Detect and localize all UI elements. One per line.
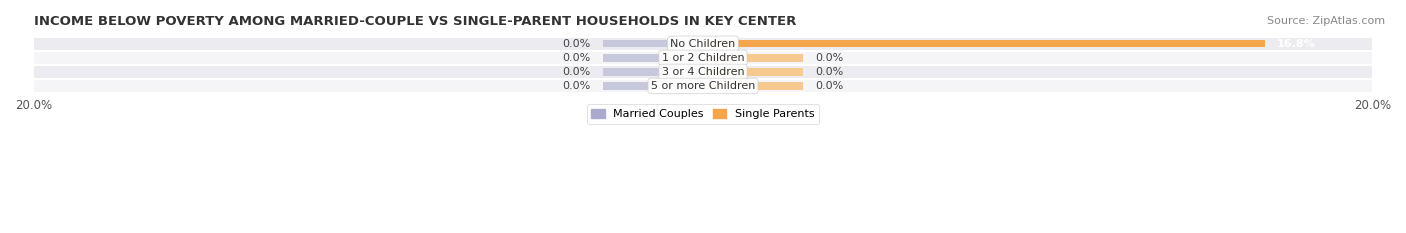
Bar bbox=[703, 82, 803, 90]
Bar bbox=[603, 54, 703, 62]
Text: 0.0%: 0.0% bbox=[815, 67, 844, 77]
Text: No Children: No Children bbox=[671, 39, 735, 49]
Text: 0.0%: 0.0% bbox=[562, 67, 591, 77]
Legend: Married Couples, Single Parents: Married Couples, Single Parents bbox=[586, 104, 820, 124]
Text: 0.0%: 0.0% bbox=[562, 53, 591, 63]
Text: 1 or 2 Children: 1 or 2 Children bbox=[662, 53, 744, 63]
Text: 16.8%: 16.8% bbox=[1277, 39, 1316, 49]
Bar bbox=[34, 38, 1372, 50]
Bar bbox=[603, 68, 703, 75]
Text: 0.0%: 0.0% bbox=[562, 39, 591, 49]
Bar bbox=[603, 40, 703, 48]
Text: 5 or more Children: 5 or more Children bbox=[651, 81, 755, 91]
Text: 0.0%: 0.0% bbox=[815, 81, 844, 91]
Text: Source: ZipAtlas.com: Source: ZipAtlas.com bbox=[1267, 16, 1385, 26]
Bar bbox=[34, 52, 1372, 64]
Text: INCOME BELOW POVERTY AMONG MARRIED-COUPLE VS SINGLE-PARENT HOUSEHOLDS IN KEY CEN: INCOME BELOW POVERTY AMONG MARRIED-COUPL… bbox=[34, 15, 796, 28]
Bar bbox=[703, 68, 803, 75]
Bar bbox=[34, 80, 1372, 92]
Bar bbox=[703, 40, 803, 48]
Bar bbox=[703, 40, 1265, 48]
Bar bbox=[34, 66, 1372, 78]
Text: 0.0%: 0.0% bbox=[562, 81, 591, 91]
Text: 3 or 4 Children: 3 or 4 Children bbox=[662, 67, 744, 77]
Text: 0.0%: 0.0% bbox=[815, 53, 844, 63]
Bar bbox=[703, 54, 803, 62]
Bar bbox=[603, 82, 703, 90]
